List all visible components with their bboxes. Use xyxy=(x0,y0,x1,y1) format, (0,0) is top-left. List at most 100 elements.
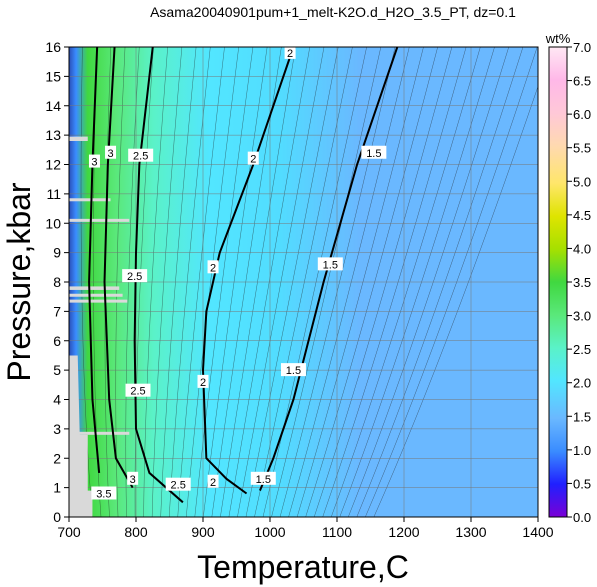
y-tick-label: 10 xyxy=(45,215,61,231)
contour-label: 3.5 xyxy=(91,486,117,501)
contour-line-3.5 xyxy=(88,47,101,474)
colorbar-tick-label: 4.5 xyxy=(573,208,591,223)
contour-label-bg xyxy=(284,47,296,59)
contour-line-2 xyxy=(201,47,295,495)
contour-label: 3 xyxy=(88,154,100,169)
y-tick-label: 13 xyxy=(45,127,61,143)
contour-label-bg xyxy=(122,269,148,283)
contour-label: 3 xyxy=(127,471,139,486)
contour-label-bg xyxy=(165,477,191,491)
y-tick-label: 9 xyxy=(53,245,61,261)
contour-label: 2 xyxy=(247,151,259,166)
grid-lines xyxy=(69,47,538,517)
contour-label: 3 xyxy=(105,145,117,160)
no-data-strip xyxy=(69,136,88,141)
contour-label: 2.5 xyxy=(128,148,154,163)
contour-label-bg xyxy=(88,154,100,168)
colorbar-tick-label: 1.0 xyxy=(573,443,591,458)
contour-label-bg xyxy=(247,151,259,165)
contour-label: 2.5 xyxy=(122,269,148,283)
colorbar-tick-label: 5.0 xyxy=(573,174,591,189)
x-tick-label: 900 xyxy=(191,524,215,540)
contour-label-text: 2 xyxy=(250,154,256,166)
colorbar: wt% 0.0 0.5 1.0 1.5 2.0 2.5 3.0 3.5 4.0 4.5 5.0 5.5… xyxy=(545,31,591,525)
colorbar-tick-label: 1.5 xyxy=(573,409,591,424)
contour-label-text: 3 xyxy=(107,148,113,160)
contour-label-text: 2.5 xyxy=(133,151,148,163)
contour-label-text: 2 xyxy=(210,477,216,489)
contour-label: 1.5 xyxy=(280,363,306,377)
contour-label: 2 xyxy=(197,374,209,389)
x-tick-label: 1000 xyxy=(254,524,285,540)
contour-label-text: 2.5 xyxy=(127,271,142,283)
x-tick-label: 800 xyxy=(124,524,148,540)
no-data-region xyxy=(69,136,130,517)
contour-label-bg xyxy=(361,145,387,159)
no-data-strip xyxy=(69,293,123,297)
contour-label-bg xyxy=(105,145,117,159)
contour-label: 2 xyxy=(284,47,296,60)
colorbar-gradient xyxy=(548,46,568,518)
y-tick-label: 1 xyxy=(53,480,61,496)
contour-line-2.5 xyxy=(133,47,184,504)
y-tick-label: 12 xyxy=(45,157,61,173)
colorbar-tick-label: 3.5 xyxy=(573,275,591,290)
contour-line-3 xyxy=(103,47,134,489)
x-axis-ticks: 700 800 900 1000 1100 1200 1300 1400 xyxy=(57,517,554,540)
contour-label-bg xyxy=(91,486,117,500)
colorbar-tick-label: 0.0 xyxy=(573,510,591,525)
colorbar-tick-label: 6.5 xyxy=(573,74,591,89)
x-tick-label: 1300 xyxy=(455,524,486,540)
contour-label: 2 xyxy=(207,474,219,489)
contour-label-bg xyxy=(250,471,276,485)
y-tick-label: 16 xyxy=(45,39,61,55)
colorbar-tick-label: 6.0 xyxy=(573,107,591,122)
contour-label-text: 3.5 xyxy=(96,489,111,501)
contour-label: 2.5 xyxy=(165,477,191,492)
x-axis-title: Temperature,C xyxy=(197,549,409,585)
contour-label-bg xyxy=(280,363,306,377)
y-axis-title: Pressure,kbar xyxy=(1,182,37,382)
colorbar-ticks: 0.0 0.5 1.0 1.5 2.0 2.5 3.0 3.5 4.0 4.5 5.0 5.5 6.0 6… xyxy=(567,40,591,525)
contour-label-text: 2 xyxy=(200,377,206,389)
contour-label-text: 1.5 xyxy=(366,148,381,160)
contour-label-text: 2 xyxy=(210,262,216,274)
colorbar-tick-label: 2.5 xyxy=(573,342,591,357)
no-data-strip xyxy=(69,431,130,435)
contour-label-text: 1.5 xyxy=(286,365,301,377)
contour-label: 1.5 xyxy=(250,471,276,486)
y-tick-label: 2 xyxy=(53,450,61,466)
colorbar-tick-label: 4.0 xyxy=(573,241,591,256)
contour-label: 1.5 xyxy=(361,145,387,160)
y-tick-label: 3 xyxy=(53,421,61,437)
y-tick-label: 4 xyxy=(53,392,61,408)
contour-label-text: 1.5 xyxy=(256,474,271,486)
y-tick-label: 8 xyxy=(53,274,61,290)
colorbar-tick-label: 3.0 xyxy=(573,309,591,324)
x-tick-label: 700 xyxy=(57,524,81,540)
contour-label-bg xyxy=(317,257,343,271)
chart-title: Asama20040901pum+1_melt-K2O.d_H2O_3.5_PT… xyxy=(150,4,516,20)
y-tick-label: 14 xyxy=(45,98,61,114)
y-tick-label: 6 xyxy=(53,333,61,349)
contour-label-bg xyxy=(125,383,151,397)
contour-label: 1.5 xyxy=(317,257,343,271)
contour-label-bg xyxy=(207,260,219,274)
y-tick-label: 11 xyxy=(46,186,61,202)
no-data-strip xyxy=(69,198,111,202)
contour-label-bg xyxy=(128,148,154,162)
contour-label: 2.5 xyxy=(125,383,151,398)
contour-label-bg xyxy=(207,474,219,488)
y-tick-label: 5 xyxy=(53,362,61,378)
colorbar-tick-label: 2.0 xyxy=(573,376,591,391)
colorbar-unit: wt% xyxy=(545,31,571,46)
no-data-strip xyxy=(69,299,128,303)
y-tick-label: 7 xyxy=(53,303,61,319)
x-tick-label: 1200 xyxy=(388,524,419,540)
colorbar-tick-label: 5.5 xyxy=(573,141,591,156)
x-tick-label: 1400 xyxy=(522,524,553,540)
